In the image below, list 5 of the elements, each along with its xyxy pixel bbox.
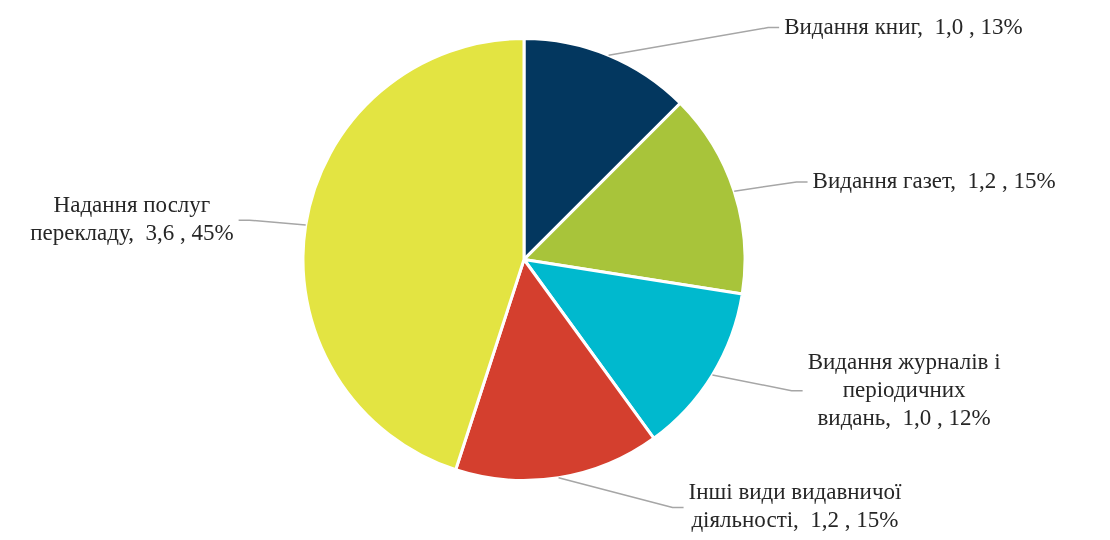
slice-label: Видання книг, 1,0 , 13% [784,13,1023,39]
slice-label: Видання журналів і періодичних видань, 1,0 , 12% [807,348,1001,430]
slice-label: Інші види видавничої діяльності, 1,2 , 15% [688,479,902,533]
slice-label: Надання послуг перекладу, 3,6 , 45% [30,192,234,246]
slice-label: Видання газет, 1,2 , 15% [812,167,1056,193]
